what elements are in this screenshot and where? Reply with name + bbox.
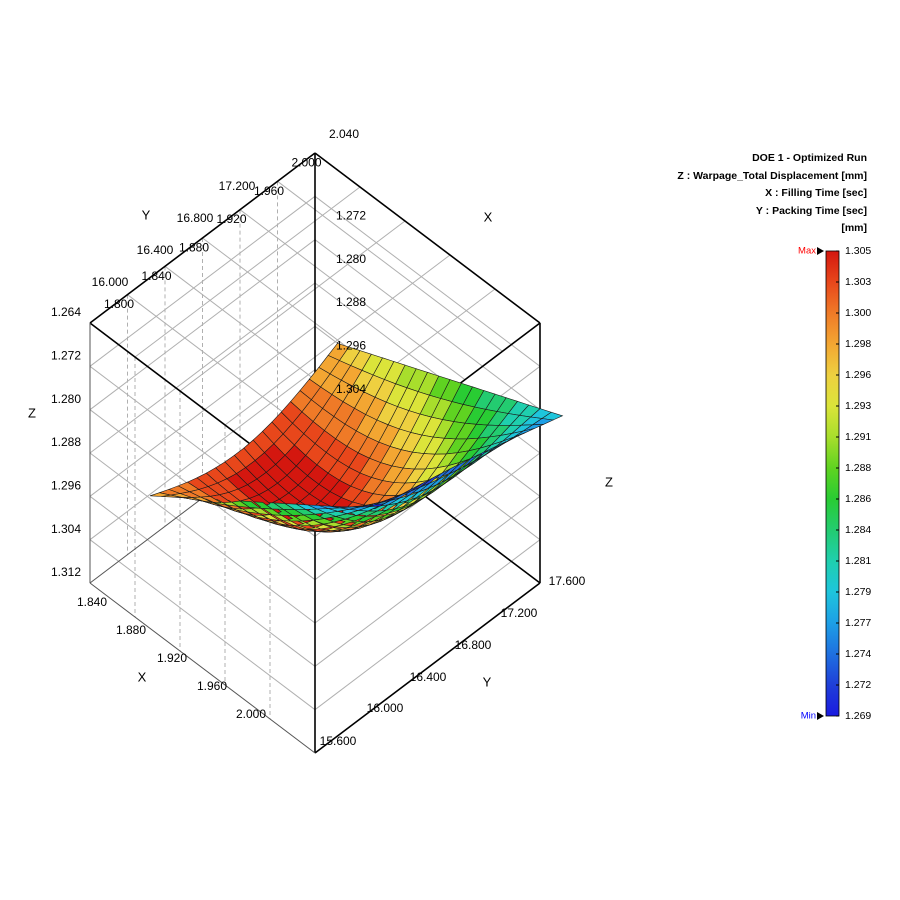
grid-line	[314, 495, 541, 667]
x-tick-label: 2.040	[329, 127, 359, 141]
colorbar-value: 1.293	[845, 400, 871, 412]
unit-label: [mm]	[841, 222, 867, 234]
box-edge	[314, 582, 541, 754]
x-tick-label: 1.960	[197, 679, 227, 693]
x-axis-description: X : Filling Time [sec]	[765, 187, 867, 199]
z-tick-label: 1.288	[336, 295, 366, 309]
grid-line	[134, 186, 361, 358]
y-axis-name-bottom: Y	[483, 674, 492, 689]
colorbar-value: 1.274	[845, 648, 871, 660]
grid-line	[89, 369, 316, 541]
y-tick-label: 16.000	[92, 275, 129, 289]
colorbar-value: 1.298	[845, 338, 871, 350]
x-tick-label: 1.840	[77, 595, 107, 609]
grid-line	[224, 254, 451, 426]
grid-line	[179, 220, 406, 392]
grid-line	[89, 539, 316, 711]
min-arrow-icon	[817, 712, 824, 720]
colorbar-value: 1.291	[845, 431, 871, 443]
z-tick-label: 1.296	[336, 339, 366, 353]
z-tick-label: 1.304	[51, 522, 81, 536]
z-axis-name-left: Z	[28, 405, 36, 420]
z-tick-label: 1.280	[51, 392, 81, 406]
z-tick-label: 1.264	[51, 305, 81, 319]
y-tick-label: 16.000	[367, 701, 404, 715]
x-axis-name-top: X	[484, 209, 493, 224]
colorbar-value: 1.305	[845, 245, 871, 257]
grid-line	[314, 195, 541, 367]
y-axis-description: Y : Packing Time [sec]	[755, 205, 867, 217]
grid-line	[89, 452, 316, 624]
x-tick-label: 1.840	[142, 269, 172, 283]
y-tick-label: 17.200	[501, 606, 538, 620]
colorbar-min-label: Min	[801, 711, 816, 722]
axis-labels: 1.800 1.840 1.880 1.920 1.960 2.000 2.040 X 16.0…	[28, 127, 613, 748]
colorbar-value: 1.279	[845, 586, 871, 598]
z-tick-label: 1.312	[51, 565, 81, 579]
x-tick-label: 1.960	[254, 184, 284, 198]
x-tick-label: 2.000	[292, 156, 322, 170]
z-tick-label: 1.288	[51, 435, 81, 449]
colorbar: 1.305 1.303 1.300 1.298 1.296 1.293 1.291 1.288…	[798, 245, 871, 722]
z-tick-label: 1.280	[336, 252, 366, 266]
box-edge	[89, 582, 316, 754]
grid-line	[314, 539, 541, 711]
z-tick-label: 1.272	[336, 209, 366, 223]
z-axis-description: Z : Warpage_Total Displacement [mm]	[677, 170, 867, 182]
y-tick-label: 16.400	[410, 670, 447, 684]
grid-line	[314, 452, 541, 624]
x-tick-label: 2.000	[236, 707, 266, 721]
grid-line	[277, 180, 503, 352]
x-tick-label: 1.880	[116, 623, 146, 637]
colorbar-value: 1.281	[845, 555, 871, 567]
y-tick-label: 15.600	[320, 734, 357, 748]
x-tick-label: 1.800	[104, 297, 134, 311]
x-tick-label: 1.920	[157, 651, 187, 665]
z-tick-label: 1.304	[336, 382, 366, 396]
chart-title: DOE 1 - Optimized Run	[752, 152, 867, 164]
colorbar-value: 1.296	[845, 369, 871, 381]
surface-mesh	[149, 342, 564, 533]
y-axis-name-top: Y	[142, 207, 151, 222]
box-edge	[314, 152, 541, 324]
grid-line	[314, 239, 541, 411]
grid-line	[89, 495, 316, 667]
colorbar-max-label: Max	[798, 246, 816, 257]
y-tick-label: 16.800	[177, 211, 214, 225]
y-tick-label: 17.600	[549, 574, 586, 588]
grid-line	[89, 325, 316, 497]
colorbar-value: 1.269	[845, 710, 871, 722]
x-tick-label: 1.920	[217, 212, 247, 226]
colorbar-value: 1.288	[845, 462, 871, 474]
y-tick-label: 17.200	[219, 179, 256, 193]
colorbar-value: 1.303	[845, 276, 871, 288]
colorbar-value: 1.277	[845, 617, 871, 629]
x-tick-label: 1.880	[179, 241, 209, 255]
colorbar-value: 1.284	[845, 524, 871, 536]
y-tick-label: 16.800	[455, 638, 492, 652]
max-arrow-icon	[817, 247, 824, 255]
z-tick-label: 1.296	[51, 479, 81, 493]
surface-cell	[149, 492, 171, 497]
colorbar-value: 1.300	[845, 307, 871, 319]
colorbar-rect	[825, 250, 840, 717]
colorbar-value: 1.286	[845, 493, 871, 505]
box-edge	[89, 152, 316, 324]
x-axis-name-bottom: X	[138, 669, 147, 684]
z-tick-label: 1.272	[51, 349, 81, 363]
y-tick-label: 16.400	[137, 243, 174, 257]
colorbar-value: 1.272	[845, 679, 871, 691]
z-axis-name-right: Z	[605, 474, 613, 489]
